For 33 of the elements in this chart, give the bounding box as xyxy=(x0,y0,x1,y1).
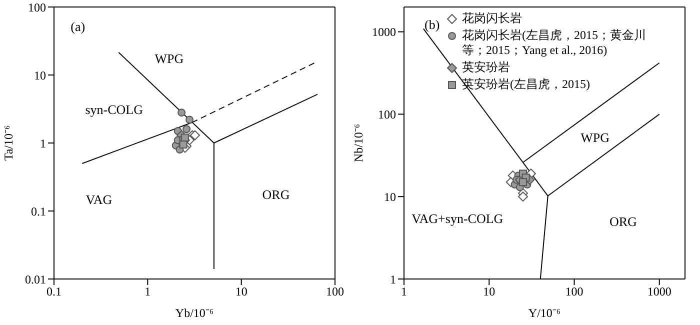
y-tick-label: 1 xyxy=(390,272,396,286)
x-tick-label: 10 xyxy=(235,284,248,299)
y-tick-label: 10 xyxy=(34,68,46,82)
x-tick-label: 1 xyxy=(144,284,151,299)
y-tick-label: 100 xyxy=(378,107,396,122)
y-tick-label: 0.1 xyxy=(31,204,46,218)
x-axis-title: Y/10⁻⁶ xyxy=(528,306,561,320)
annotation: VAG+syn-COLG xyxy=(412,211,504,228)
x-tick-label: 1000 xyxy=(647,284,672,299)
legend-label: 英安玢岩 xyxy=(462,60,510,75)
legend-label: 花岗闪长岩(左昌虎，2015；黄金川等；2015；Yang et al., 2016) xyxy=(462,28,647,58)
annotation: WPG xyxy=(154,50,184,67)
y-tick-label: 10 xyxy=(384,190,396,204)
annotation: WPG xyxy=(580,130,610,146)
annotation: (a) xyxy=(70,19,86,36)
x-tick-label: 100 xyxy=(326,284,344,299)
annotation: ORG xyxy=(609,214,637,230)
legend-label: 花岗闪长岩 xyxy=(462,11,522,26)
y-tick-label: 0.01 xyxy=(25,272,46,286)
y-tick-label: 1000 xyxy=(372,25,396,40)
annotation: syn-COLG xyxy=(85,102,144,118)
annotation: (b) xyxy=(424,17,440,34)
x-tick-label: 1 xyxy=(401,284,407,299)
x-tick-label: 100 xyxy=(565,284,584,299)
annotation: ORG xyxy=(262,186,290,203)
y-tick-label: 1 xyxy=(40,136,46,150)
x-tick-label: 0.1 xyxy=(46,284,62,299)
y-tick-label: 100 xyxy=(28,0,46,14)
x-tick-label: 10 xyxy=(483,284,496,299)
y-axis-title: Nb/10⁻⁶ xyxy=(351,124,366,162)
x-axis-title: Yb/10⁻⁶ xyxy=(175,306,214,320)
annotation: VAG xyxy=(86,192,112,208)
y-axis-title: Ta/10⁻⁶ xyxy=(1,125,16,161)
